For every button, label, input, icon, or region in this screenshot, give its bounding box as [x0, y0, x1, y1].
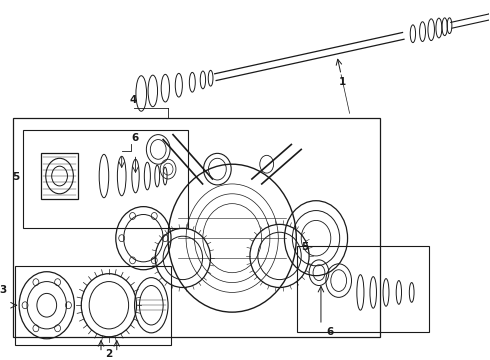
Text: 4: 4	[130, 95, 137, 105]
Text: 5: 5	[301, 242, 309, 252]
Text: 3: 3	[0, 285, 7, 296]
Bar	[297, 246, 429, 332]
Text: 2: 2	[105, 348, 113, 359]
Bar	[23, 130, 188, 228]
Text: 5: 5	[12, 172, 20, 182]
Text: 6: 6	[131, 132, 138, 143]
Bar	[13, 118, 380, 337]
Text: 1: 1	[339, 77, 346, 87]
Bar	[15, 266, 171, 345]
Bar	[41, 153, 78, 199]
Text: 6: 6	[327, 327, 334, 337]
